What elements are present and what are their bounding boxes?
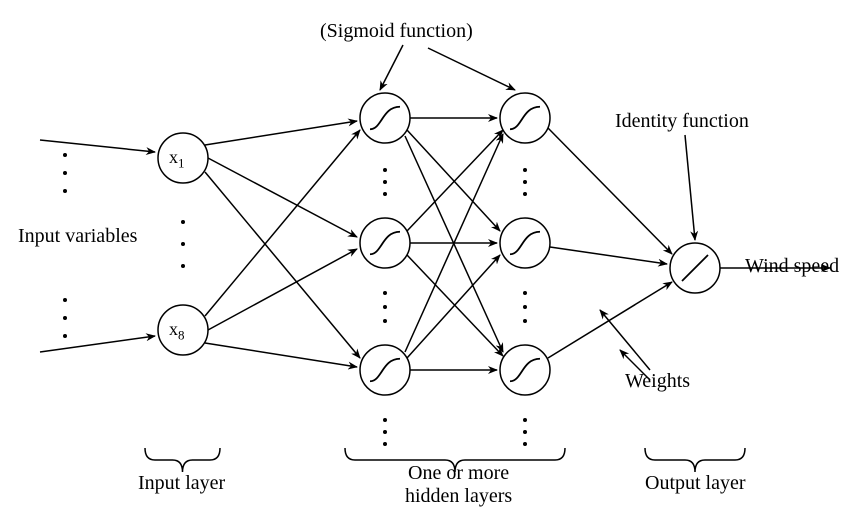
hidden-layers-line2: hidden layers [405, 485, 512, 507]
input-node-label-x1: x1 [169, 147, 185, 172]
sigmoid-label: (Sigmoid function) [320, 20, 473, 43]
input-layer-label: Input layer [138, 472, 225, 495]
weights-label: Weights [625, 370, 690, 393]
hidden-layers-line1: One or more [408, 462, 509, 484]
diagram-canvas [0, 0, 850, 510]
dots-group [63, 153, 527, 446]
input-variables-label: Input variables [18, 225, 137, 248]
input-node-label-x8: x8 [169, 319, 185, 344]
output-label: Wind speed [745, 255, 839, 278]
identity-label: Identity function [615, 110, 749, 133]
nodes-group [158, 93, 720, 395]
label-arrows-group [380, 45, 695, 380]
hidden-layers-label: One or more hidden layers [405, 462, 512, 508]
output-layer-label: Output layer [645, 472, 746, 495]
